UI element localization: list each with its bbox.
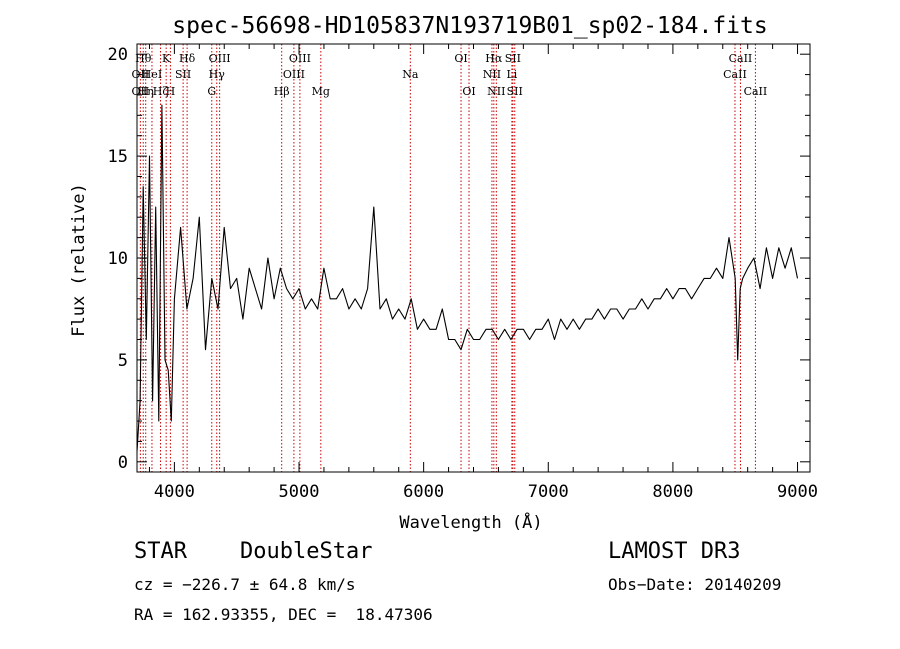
line-id-label: Mg: [312, 85, 330, 98]
line-id-label: Hγ: [209, 68, 226, 81]
line-id-label: SII: [505, 52, 521, 65]
x-tick-label: 8000: [652, 482, 693, 502]
line-id-label: OI: [454, 52, 467, 65]
object-subclass: DoubleStar: [240, 539, 373, 564]
line-id-label: Hθ: [135, 52, 152, 65]
y-tick-label: 5: [118, 351, 128, 371]
line-id-label: OI: [462, 85, 475, 98]
line-id-label: CaII: [723, 68, 747, 81]
line-id-label: OIII: [283, 68, 305, 81]
y-tick-label: 15: [108, 147, 128, 167]
line-id-label: NII: [483, 68, 501, 81]
line-id-label: SII: [175, 68, 191, 81]
chart-title: spec-56698-HD105837N193719B01_sp02-184.f…: [172, 13, 767, 39]
line-id-label: SII: [507, 85, 523, 98]
line-id-label: CaII: [729, 52, 753, 65]
series-line-flux: [136, 104, 799, 452]
sky-coordinates: RA = 162.93355, DEC = 18.47306: [134, 605, 433, 624]
y-tick-label: 0: [118, 453, 128, 473]
y-axis-label: Flux (relative): [69, 183, 89, 337]
line-id-label: Hη: [138, 85, 154, 98]
line-id-label: H: [166, 85, 176, 98]
survey-name: LAMOST DR3: [608, 539, 741, 564]
redshift-velocity: cz = −226.7 ± 64.8 km/s: [134, 575, 356, 594]
object-class: STAR: [134, 539, 187, 564]
x-tick-label: 7000: [528, 482, 569, 502]
x-tick-label: 4000: [154, 482, 195, 502]
plot-frame: [136, 43, 811, 473]
line-id-label: OIII: [209, 52, 231, 65]
observation-date: Obs−Date: 20140209: [608, 575, 782, 594]
y-tick-label: 10: [108, 249, 128, 269]
line-id-label: CaII: [744, 85, 768, 98]
line-id-label: Hα: [485, 52, 503, 65]
line-id-label: OII: [132, 68, 150, 81]
line-id-label: Na: [402, 68, 419, 81]
line-id-label: Hζ: [153, 85, 169, 98]
line-id-label: Hδ: [179, 52, 196, 65]
line-id-label: G: [207, 85, 216, 98]
x-tick-label: 9000: [777, 482, 818, 502]
line-id-label: Li: [506, 68, 517, 81]
x-tick-label: 5000: [279, 482, 320, 502]
x-tick-label: 6000: [403, 482, 444, 502]
line-id-label: HeI: [142, 68, 162, 81]
y-tick-label: 20: [108, 45, 128, 65]
line-id-label: K: [162, 52, 171, 65]
plot-area: 4000 5000 6000 7000 8000 9000 0 5 10 15 20 OII OII Hθ…: [108, 43, 818, 502]
x-axis-label: Wavelength (Å): [399, 511, 542, 533]
line-id-label: OIII: [289, 52, 311, 65]
line-id-label: Hβ: [274, 85, 290, 98]
line-id-label: OII: [132, 85, 150, 98]
line-id-label: NII: [487, 85, 505, 98]
